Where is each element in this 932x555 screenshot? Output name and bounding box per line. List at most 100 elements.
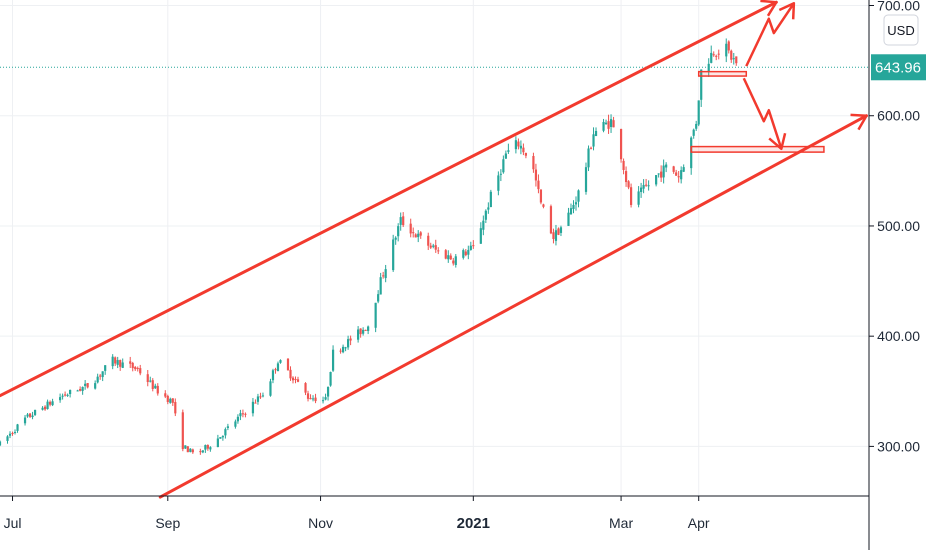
- candle-body: [204, 445, 207, 450]
- candle-body: [690, 137, 693, 169]
- candle-body: [154, 385, 157, 389]
- candle-body: [657, 173, 660, 175]
- candle-body: [13, 431, 17, 433]
- candle-body: [409, 223, 412, 234]
- candle-body: [339, 350, 342, 352]
- candle-body: [727, 41, 730, 51]
- candle-body: [642, 184, 645, 189]
- candle-body: [444, 250, 447, 259]
- currency-label: USD: [887, 23, 914, 38]
- last-price-label: 643.96: [875, 59, 921, 76]
- support-zone-lower[interactable]: [690, 145, 825, 153]
- channel-upper-arrowhead: [760, 0, 778, 17]
- candle-body: [514, 140, 517, 150]
- candle-body: [637, 191, 640, 205]
- candle-body: [549, 206, 553, 234]
- candle-body: [174, 401, 177, 414]
- candle-body: [655, 175, 658, 185]
- candle-body: [43, 406, 47, 410]
- candle-body: [206, 445, 209, 449]
- candle-body: [304, 383, 307, 393]
- candle-body: [537, 180, 540, 190]
- candle-body: [279, 360, 282, 363]
- candle-body: [507, 150, 510, 152]
- candle-body: [594, 130, 598, 137]
- candle-body: [139, 368, 142, 374]
- candle-body: [31, 415, 34, 418]
- annotation-layer[interactable]: [0, 0, 868, 499]
- candle-body: [151, 380, 154, 389]
- candle-body: [241, 413, 245, 415]
- candle-body: [48, 401, 52, 405]
- candle-body: [146, 374, 149, 383]
- candle-body: [131, 362, 134, 369]
- scenario-down-arrow[interactable]: [742, 77, 783, 150]
- candle-body: [640, 187, 643, 193]
- support-zone-upper[interactable]: [697, 70, 748, 77]
- candle-body: [374, 302, 377, 328]
- candle-body: [16, 424, 19, 431]
- candle-body: [341, 346, 345, 353]
- candle-body: [96, 376, 99, 383]
- candle-body: [402, 216, 405, 226]
- candle-body: [725, 43, 728, 57]
- candle-body: [517, 141, 520, 147]
- candle-body: [244, 413, 247, 415]
- candle-body: [462, 250, 465, 258]
- x-tick-label: Nov: [308, 515, 333, 531]
- candle-body: [216, 438, 219, 448]
- candle-body: [609, 119, 613, 128]
- candle-body: [119, 360, 122, 367]
- candle-body: [311, 398, 315, 400]
- candle-body: [665, 164, 668, 168]
- candle-body: [542, 204, 545, 207]
- candle-body: [314, 397, 317, 402]
- currency-button-frame: [883, 14, 919, 46]
- candle-body: [79, 389, 82, 391]
- y-tick-label: 700.00: [877, 0, 920, 14]
- candle-body: [484, 210, 487, 220]
- currency-button[interactable]: USD: [883, 14, 919, 46]
- candle-body: [8, 433, 12, 436]
- candle-body: [645, 184, 648, 186]
- candle-body: [697, 100, 700, 125]
- candle-body: [452, 260, 455, 264]
- candle-body: [692, 129, 695, 136]
- candle-body: [276, 363, 280, 372]
- candle-body: [377, 294, 380, 302]
- candle-body: [552, 232, 555, 239]
- candle-body: [557, 228, 560, 235]
- channel-upper-line[interactable]: [0, 0, 778, 398]
- scenario-up-arrow[interactable]: [745, 2, 795, 67]
- candle-body: [136, 368, 139, 370]
- candle-body: [367, 326, 370, 331]
- candle-body: [28, 413, 32, 417]
- candle-body: [121, 362, 124, 368]
- candle-body: [504, 153, 507, 159]
- candle-body: [559, 227, 563, 233]
- candle-body: [359, 328, 362, 335]
- candle-body: [181, 412, 184, 450]
- candle-body: [224, 429, 227, 436]
- candle-body: [675, 172, 678, 176]
- candle-body: [364, 329, 367, 331]
- candle-body: [627, 181, 630, 188]
- candle-body: [296, 379, 300, 382]
- price-axis[interactable]: 300.00 400.00 500.00 600.00 700.00: [869, 0, 920, 454]
- y-tick-label: 600.00: [877, 108, 920, 124]
- candle-body: [447, 255, 450, 260]
- candle-body: [46, 401, 49, 409]
- candle-body: [434, 245, 437, 250]
- candle-body: [306, 393, 310, 399]
- channel-lower-line[interactable]: [158, 114, 868, 499]
- candle-body: [660, 171, 663, 178]
- candle-body: [101, 371, 104, 378]
- candle-body: [467, 249, 470, 255]
- last-price-label-bg: [871, 54, 926, 81]
- candle-body: [619, 129, 623, 160]
- candle-body: [482, 220, 485, 230]
- time-axis[interactable]: Jul Sep Nov 2021 Mar Apr: [4, 496, 710, 532]
